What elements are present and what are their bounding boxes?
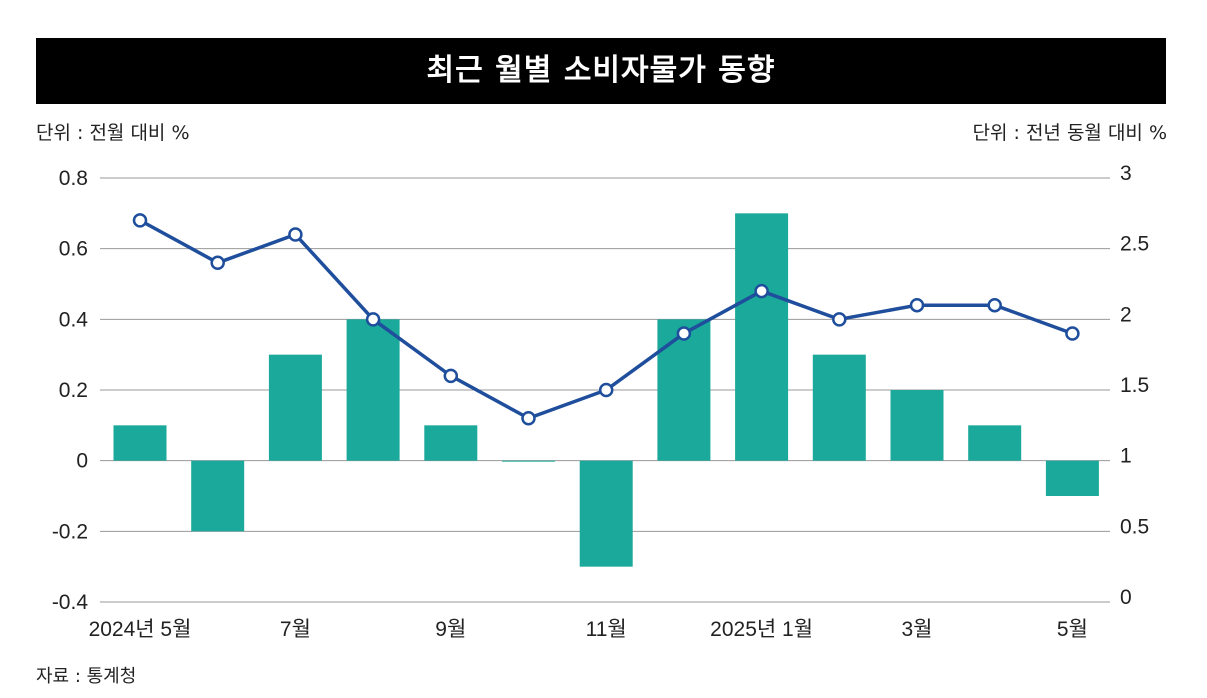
line-series — [132, 213, 1080, 426]
right-axis-unit: 단위 : 전년 동월 대비 % — [972, 122, 1168, 144]
line-point — [210, 255, 225, 271]
x-axis-tick-label: 2024년 5월 — [89, 618, 192, 641]
bar — [579, 460, 633, 567]
title-bar — [36, 38, 1166, 104]
bar — [502, 460, 555, 462]
bar — [191, 460, 245, 532]
bar — [968, 425, 1022, 461]
left-axis-tick-label: 0.8 — [59, 167, 88, 190]
left-axis-tick-label: -0.2 — [52, 520, 88, 543]
left-axis-tick-label: 0 — [76, 450, 88, 473]
bar — [346, 319, 400, 461]
x-axis-tick-label: 11월 — [586, 618, 627, 641]
bar — [812, 354, 866, 461]
bar — [113, 425, 167, 461]
right-axis-tick-label: 2 — [1120, 303, 1132, 326]
line-point — [832, 312, 847, 327]
line-point — [132, 213, 148, 228]
line-point — [1065, 326, 1080, 341]
source-note: 자료 : 통계청 — [36, 666, 137, 687]
line-point — [443, 368, 459, 384]
bar — [268, 354, 322, 461]
right-axis-tick-label: 2.5 — [1120, 233, 1149, 256]
left-axis-tick-label: -0.4 — [52, 591, 89, 614]
line-point — [987, 297, 1002, 313]
line-point — [365, 312, 381, 327]
x-axis-tick-label: 3월 — [902, 618, 933, 641]
bar — [1045, 460, 1099, 496]
bar — [890, 390, 944, 461]
x-axis-tick-label: 7월 — [280, 618, 311, 641]
line-point — [909, 297, 925, 313]
x-axis-tick-label: 9월 — [435, 618, 466, 641]
bar — [424, 425, 478, 461]
right-axis-tick-label: 1 — [1120, 445, 1132, 468]
line-point — [288, 227, 303, 242]
line-point — [676, 326, 692, 341]
bar-series — [113, 213, 1099, 567]
right-axis-tick-label: 0.5 — [1120, 515, 1149, 538]
bar — [735, 213, 789, 461]
right-axis-tick-label: 0 — [1120, 586, 1132, 609]
x-axis-tick-label: 5월 — [1057, 618, 1088, 641]
left-axis-unit: 단위 : 전월 대비 % — [36, 122, 190, 144]
x-axis-tick-label: 2025년 1월 — [710, 618, 813, 641]
bar — [657, 319, 711, 461]
line-point — [521, 411, 536, 426]
right-axis-tick-label: 1.5 — [1120, 374, 1149, 397]
left-axis-tick-label: 0.4 — [59, 308, 89, 331]
left-axis-tick-label: 0.6 — [59, 238, 88, 261]
line-point — [598, 382, 614, 398]
line-point — [754, 283, 769, 299]
right-axis-tick-label: 3 — [1120, 162, 1132, 185]
axis-ticks: 0.8 0.6 0.4 0.2 0 -0.2 -0.4 3 2.5 2 1.5 1 0.5 0 2024년 … — [52, 162, 1149, 641]
chart-title: 최근 월별 소비자물가 동향 — [426, 53, 776, 88]
left-axis-tick-label: 0.2 — [59, 379, 88, 402]
